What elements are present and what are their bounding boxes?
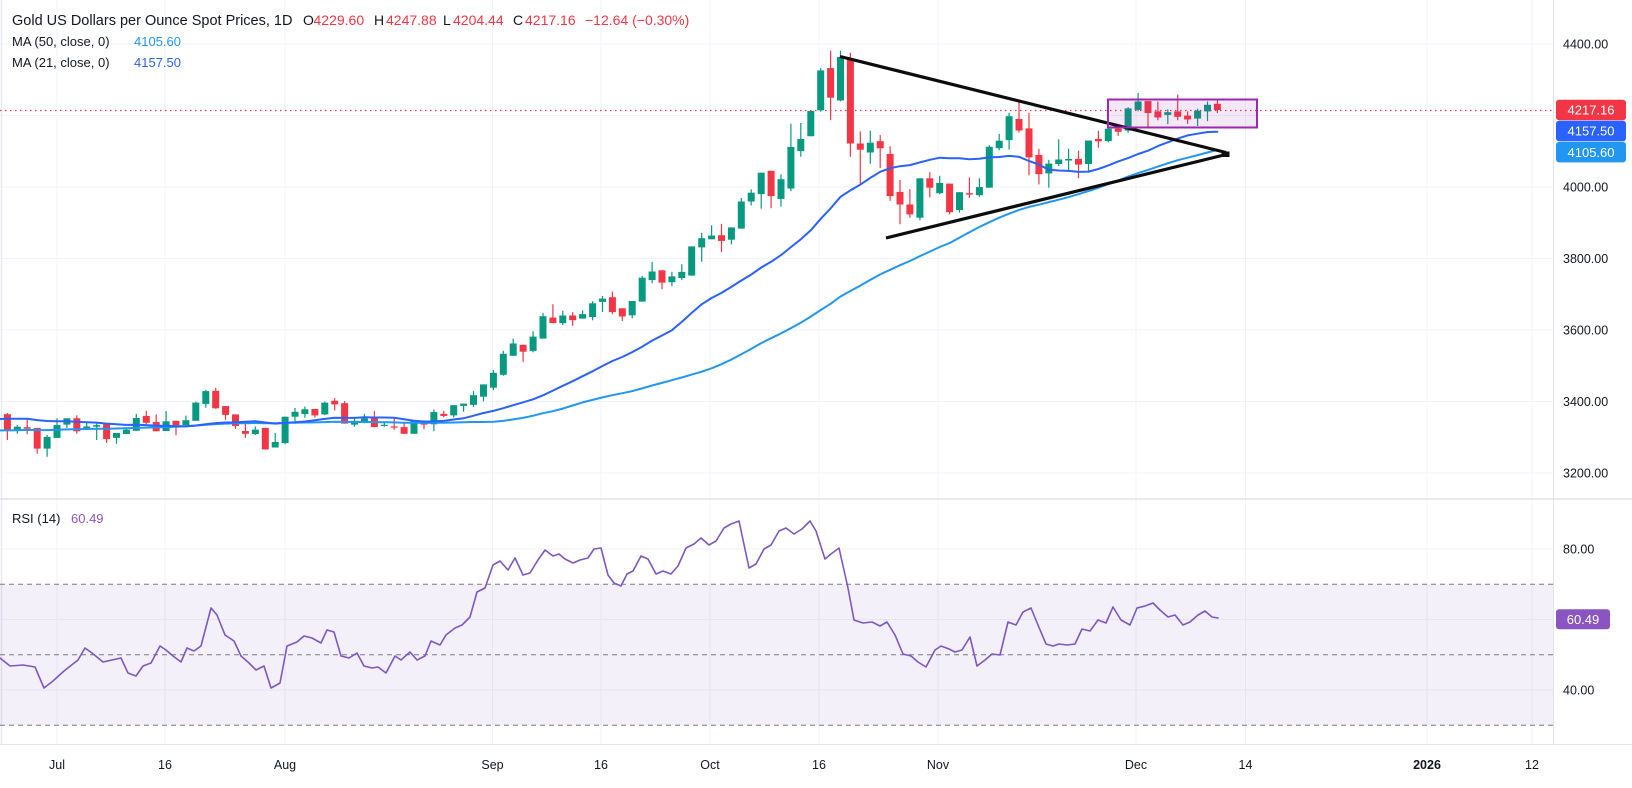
svg-text:MA (21, close, 0): MA (21, close, 0) xyxy=(12,55,110,70)
svg-text:60.49: 60.49 xyxy=(71,511,104,526)
svg-text:40.00: 40.00 xyxy=(1563,684,1594,698)
svg-text:4105.60: 4105.60 xyxy=(134,34,181,49)
svg-text:4217.16: 4217.16 xyxy=(525,12,576,28)
svg-text:60.49: 60.49 xyxy=(1567,612,1600,627)
svg-text:4204.44: 4204.44 xyxy=(453,12,504,28)
svg-text:16: 16 xyxy=(594,758,608,772)
svg-text:Aug: Aug xyxy=(274,758,296,772)
svg-text:Nov: Nov xyxy=(927,758,950,772)
svg-text:H: H xyxy=(374,12,384,28)
svg-text:C: C xyxy=(513,12,523,28)
svg-text:Dec: Dec xyxy=(1125,758,1147,772)
svg-text:Jul: Jul xyxy=(49,758,65,772)
svg-text:L: L xyxy=(443,12,451,28)
svg-text:16: 16 xyxy=(158,758,172,772)
svg-text:3400.00: 3400.00 xyxy=(1563,395,1608,409)
svg-text:4229.60: 4229.60 xyxy=(314,12,365,28)
svg-text:12: 12 xyxy=(1525,758,1539,772)
svg-text:4247.88: 4247.88 xyxy=(386,12,437,28)
svg-text:4105.60: 4105.60 xyxy=(1568,145,1615,160)
svg-text:−12.64 (−0.30%): −12.64 (−0.30%) xyxy=(585,12,689,28)
svg-text:Gold US Dollars per Ounce Spot: Gold US Dollars per Ounce Spot Prices, 1… xyxy=(12,13,292,29)
svg-text:4157.50: 4157.50 xyxy=(134,55,181,70)
svg-text:Oct: Oct xyxy=(700,758,720,772)
svg-text:MA (50, close, 0): MA (50, close, 0) xyxy=(12,34,110,49)
svg-text:4157.50: 4157.50 xyxy=(1568,124,1615,139)
svg-text:3200.00: 3200.00 xyxy=(1563,467,1608,481)
svg-text:80.00: 80.00 xyxy=(1563,543,1594,557)
svg-text:16: 16 xyxy=(812,758,826,772)
svg-text:Sep: Sep xyxy=(481,758,503,772)
svg-text:4217.16: 4217.16 xyxy=(1568,103,1615,118)
svg-text:4000.00: 4000.00 xyxy=(1563,181,1608,195)
svg-text:O: O xyxy=(303,12,314,28)
svg-text:14: 14 xyxy=(1239,758,1253,772)
svg-text:3800.00: 3800.00 xyxy=(1563,252,1608,266)
svg-text:RSI (14): RSI (14) xyxy=(12,511,60,526)
svg-text:2026: 2026 xyxy=(1413,758,1441,772)
svg-text:4400.00: 4400.00 xyxy=(1563,38,1608,52)
svg-text:3600.00: 3600.00 xyxy=(1563,324,1608,338)
